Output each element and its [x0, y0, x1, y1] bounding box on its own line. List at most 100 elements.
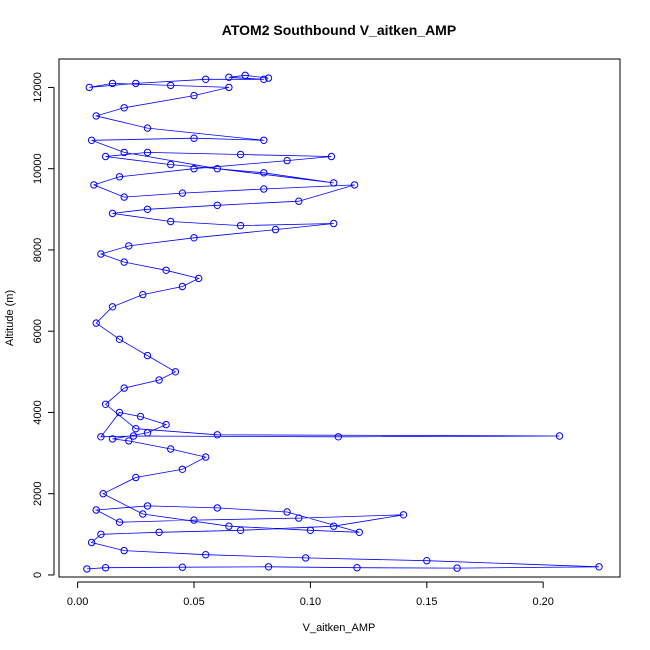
data-point [132, 79, 140, 88]
data-point [108, 79, 117, 88]
data-point [143, 351, 152, 360]
data-point [213, 504, 222, 512]
data-point [125, 437, 133, 445]
data-point [108, 303, 117, 311]
data-point [236, 221, 245, 230]
y-tick-label: 2000 [32, 481, 44, 505]
data-point [115, 408, 124, 417]
data-point [101, 152, 110, 161]
y-axis: 0 2000 4000 6000 8000 10000 12000 [32, 72, 55, 578]
data-point [283, 156, 291, 165]
data-layer [83, 71, 603, 573]
data-point [225, 522, 233, 530]
data-point [132, 473, 140, 482]
data-point [453, 564, 461, 572]
data-point [101, 564, 110, 572]
data-point [555, 432, 564, 440]
data-point [155, 528, 163, 536]
data-point [162, 266, 170, 274]
data-point [213, 165, 222, 173]
data-point [190, 516, 198, 524]
data-point [143, 429, 152, 437]
data-point [85, 83, 94, 92]
data-point [353, 564, 361, 572]
data-point [260, 169, 268, 177]
y-axis-label: Altitude (m) [4, 290, 16, 346]
x-tick-label: 0.00 [67, 596, 88, 608]
data-point [115, 518, 124, 526]
data-point [399, 511, 408, 519]
data-point [260, 136, 268, 145]
data-point [87, 538, 96, 547]
data-point [92, 506, 100, 514]
data-point [202, 453, 210, 461]
y-tick-label: 10000 [32, 153, 44, 184]
data-point [302, 554, 310, 562]
data-point [97, 530, 105, 538]
data-point [260, 75, 268, 84]
y-tick-label: 4000 [32, 400, 44, 424]
x-tick-label: 0.10 [300, 596, 321, 608]
data-point [92, 112, 100, 120]
data-point [139, 290, 147, 299]
data-point [178, 465, 187, 473]
y-tick-label: 0 [32, 572, 44, 578]
data-point [108, 435, 117, 443]
data-point [330, 522, 338, 530]
data-point [115, 173, 124, 181]
data-point [101, 400, 110, 408]
data-point [264, 74, 273, 82]
data-point [108, 209, 117, 218]
data-point [120, 384, 128, 392]
data-point [190, 91, 198, 100]
data-point [99, 490, 107, 498]
data-point [225, 73, 233, 82]
data-point [355, 528, 363, 536]
data-point [167, 217, 175, 226]
data-point [125, 242, 133, 250]
data-point [178, 189, 187, 197]
data-point [213, 431, 222, 439]
data-point [90, 181, 98, 189]
data-point [195, 274, 203, 283]
data-point [350, 181, 359, 189]
x-axis-label: V_aitken_AMP [303, 622, 376, 634]
data-point [236, 526, 245, 534]
data-point [143, 148, 152, 157]
data-point [190, 234, 198, 242]
data-point [115, 335, 124, 343]
y-tick-label: 6000 [32, 319, 44, 343]
data-point [264, 563, 273, 571]
data-point [190, 165, 198, 173]
data-point [306, 526, 315, 534]
data-point [97, 250, 105, 258]
data-point [595, 563, 603, 571]
data-point [92, 319, 100, 327]
data-point [167, 445, 175, 453]
data-point [260, 185, 268, 193]
data-point [202, 75, 210, 84]
data-point [225, 83, 233, 92]
data-point [334, 433, 342, 441]
x-axis: 0.00 0.05 0.10 0.15 0.20 [67, 581, 554, 608]
data-point [330, 179, 338, 187]
data-point [143, 205, 152, 214]
data-point [178, 563, 187, 571]
data-point [190, 134, 198, 142]
data-point [171, 368, 180, 376]
data-point [330, 219, 338, 228]
y-tick-label: 12000 [32, 72, 44, 103]
series-line [86, 74, 600, 570]
data-point [143, 124, 152, 132]
data-point [178, 282, 187, 291]
data-point [213, 201, 222, 210]
data-point [295, 197, 303, 205]
y-tick-label: 8000 [32, 238, 44, 262]
data-point [423, 557, 431, 565]
data-point [139, 510, 147, 518]
data-point [136, 412, 145, 421]
x-tick-label: 0.15 [416, 596, 437, 608]
data-point [283, 508, 291, 516]
data-point [87, 136, 96, 145]
